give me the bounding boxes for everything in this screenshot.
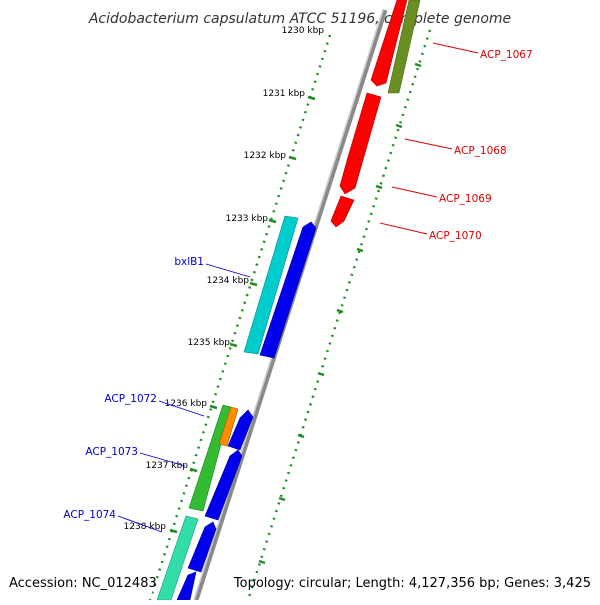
gene-feature-bxlb1[interactable] (243, 215, 299, 355)
accession-bg (4, 571, 152, 593)
forward-strand-track (330, 0, 421, 228)
summary-bg (258, 571, 596, 593)
gene-feature-acp1067-olive[interactable] (387, 0, 421, 94)
label-leaders (117, 42, 479, 533)
gene-label-acp1073[interactable]: ACP_1073 (85, 446, 138, 458)
map-title: Acidobacterium capsulatum ATCC 51196, co… (88, 11, 511, 27)
gene-label-acp1067[interactable]: ACP_1067 (480, 49, 533, 61)
gene-label-acp1072[interactable]: ACP_1072 (104, 393, 157, 405)
ruler-outer-ticks (258, 62, 422, 565)
ruler-label: 1238 kbp (124, 522, 167, 532)
gene-label-bxlb1[interactable]: bxlB1 (174, 256, 204, 268)
ruler-label: 1231 kbp (263, 89, 306, 99)
gene-feature-acp1072-orange[interactable] (218, 406, 239, 447)
gene-feature-blue-lower[interactable] (176, 571, 197, 601)
gene-label-acp1074[interactable]: ACP_1074 (63, 509, 116, 521)
accession-text: Accession: NC_012483 (9, 576, 157, 591)
gene-feature-acp1074-blue[interactable] (187, 521, 217, 573)
ruler-label: 1234 kbp (207, 276, 250, 286)
ruler-label: 1236 kbp (165, 399, 208, 409)
gene-feature-acp1070[interactable] (330, 195, 355, 228)
gene-label-acp1068[interactable]: ACP_1068 (454, 145, 507, 157)
gene-feature-acp1073[interactable] (204, 449, 243, 521)
gene-label-acp1069[interactable]: ACP_1069 (439, 193, 492, 205)
ruler-label: 1235 kbp (188, 338, 231, 348)
ruler-inner-dots (148, 34, 332, 601)
genome-summary-text: Topology: circular; Length: 4,127,356 bp… (233, 576, 591, 591)
gene-feature-acp1067[interactable] (370, 0, 408, 87)
gene-feature-acp1072[interactable] (227, 409, 254, 451)
gene-label-acp1070[interactable]: ACP_1070 (429, 230, 482, 242)
gene-feature-acp1072-green[interactable] (188, 404, 232, 512)
gene-feature-bxlb1-blue[interactable] (259, 221, 317, 359)
ruler-label: 1232 kbp (244, 151, 287, 161)
ruler-label: 1230 kbp (282, 26, 325, 36)
gene-feature-acp1069[interactable] (339, 156, 364, 195)
ruler-major-ticks (169, 95, 316, 534)
ruler-label: 1233 kbp (226, 214, 269, 224)
ruler-label: 1237 kbp (146, 461, 189, 471)
reverse-strand-track (156, 215, 317, 601)
